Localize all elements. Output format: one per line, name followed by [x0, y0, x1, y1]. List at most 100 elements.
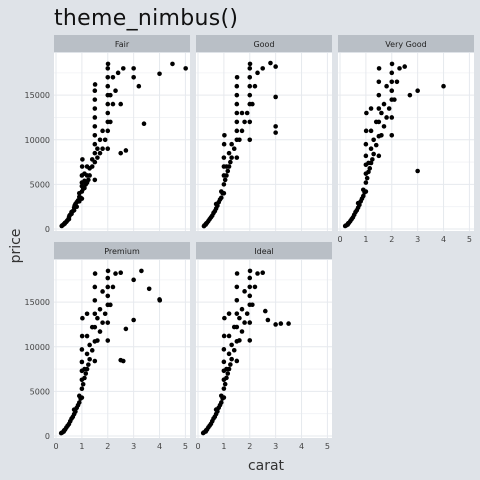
data-point	[381, 124, 387, 129]
data-point	[363, 153, 369, 159]
data-point	[110, 101, 116, 107]
data-point	[252, 284, 258, 290]
data-point	[222, 315, 227, 321]
data-point	[234, 324, 240, 330]
x-tick-label: 3	[131, 442, 136, 451]
data-point	[273, 124, 278, 129]
data-point	[108, 92, 113, 98]
data-point	[234, 271, 240, 276]
data-point	[234, 311, 240, 316]
data-point	[389, 88, 395, 93]
x-tick-label: 2	[247, 442, 252, 451]
data-point	[224, 375, 229, 381]
data-point	[234, 297, 240, 303]
data-point	[244, 110, 250, 116]
data-point	[102, 311, 108, 317]
data-point	[131, 317, 136, 323]
data-point	[218, 195, 224, 201]
data-point	[95, 146, 100, 151]
data-point	[105, 66, 111, 71]
data-point	[247, 268, 253, 274]
data-point	[92, 97, 98, 102]
data-point	[273, 64, 278, 69]
data-point	[229, 342, 234, 348]
data-point	[407, 92, 413, 98]
data-point	[239, 110, 245, 116]
data-point	[415, 168, 420, 174]
x-tick-label: 4	[441, 235, 446, 244]
data-point	[95, 155, 100, 160]
x-tick-label: 5	[183, 442, 188, 451]
data-point	[215, 409, 220, 414]
x-tick-label: 3	[415, 235, 420, 244]
data-point	[97, 150, 103, 156]
data-point	[79, 333, 85, 339]
facet-strip	[338, 35, 474, 52]
data-point	[221, 347, 227, 352]
data-point	[97, 306, 103, 312]
data-point	[364, 175, 370, 181]
y-tick-label: 15000	[25, 91, 50, 100]
facet-strip	[54, 35, 190, 52]
data-point	[226, 164, 232, 169]
data-point	[221, 395, 227, 400]
data-point	[371, 137, 376, 143]
data-point	[239, 306, 245, 312]
data-point	[79, 347, 85, 352]
data-point	[394, 79, 400, 85]
data-point	[105, 293, 111, 299]
data-point	[384, 115, 389, 120]
data-point	[371, 151, 376, 157]
data-point	[234, 101, 240, 107]
data-point	[131, 277, 136, 283]
data-point	[136, 83, 142, 89]
data-point	[110, 75, 116, 80]
data-point	[86, 177, 91, 183]
facet-panel: Premium 0 5000 10000 15000 0 1 2 3 4 5	[25, 242, 190, 451]
data-point	[92, 311, 98, 317]
data-point	[247, 137, 253, 143]
data-point	[237, 137, 242, 143]
data-point	[389, 133, 395, 138]
data-point	[373, 142, 379, 148]
data-point	[87, 173, 92, 178]
data-point	[139, 268, 144, 274]
data-point	[402, 64, 408, 69]
x-tick-label: 3	[273, 442, 278, 451]
y-tick-label: 5000	[30, 180, 50, 189]
data-point	[105, 75, 111, 80]
data-point	[366, 169, 371, 175]
data-point	[376, 119, 382, 125]
data-point	[415, 88, 420, 93]
data-point	[228, 362, 233, 367]
data-point	[86, 362, 91, 367]
data-point	[265, 317, 271, 323]
facet-strip-label: Premium	[104, 247, 140, 256]
data-point	[247, 284, 253, 290]
data-point	[105, 284, 111, 290]
data-point	[273, 94, 278, 100]
data-point	[89, 348, 95, 353]
data-point	[389, 115, 395, 120]
data-point	[260, 270, 266, 276]
y-axis-label: price	[8, 228, 24, 264]
data-point	[92, 324, 98, 330]
data-point	[226, 311, 232, 316]
data-point	[247, 61, 253, 67]
data-point	[95, 338, 100, 343]
data-point	[89, 164, 95, 169]
data-point	[242, 289, 247, 294]
data-point	[100, 146, 105, 151]
data-point	[92, 358, 98, 364]
data-point	[92, 284, 98, 290]
data-point	[247, 75, 253, 80]
data-point	[105, 61, 111, 67]
data-point	[79, 359, 85, 365]
data-point	[234, 110, 240, 116]
facet-strip-label: Fair	[115, 40, 130, 49]
data-point	[79, 395, 85, 400]
facet-strip	[196, 35, 332, 52]
data-point	[250, 101, 255, 107]
data-point	[92, 133, 98, 138]
